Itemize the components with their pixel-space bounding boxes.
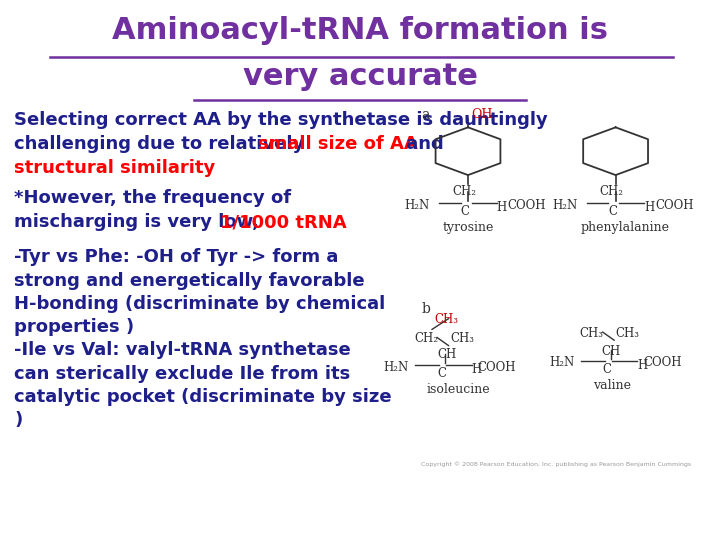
Text: -Tyr vs Phe: -OH of Tyr -> form a: -Tyr vs Phe: -OH of Tyr -> form a bbox=[14, 248, 339, 266]
Text: H: H bbox=[472, 363, 482, 376]
Text: CH₂: CH₂ bbox=[414, 332, 438, 345]
Text: H: H bbox=[644, 201, 654, 214]
Text: CH₃: CH₃ bbox=[450, 332, 474, 345]
Text: COOH: COOH bbox=[655, 199, 693, 212]
Text: OH: OH bbox=[472, 108, 493, 121]
Text: H₂N: H₂N bbox=[384, 361, 409, 374]
Text: 1/1000 tRNA: 1/1000 tRNA bbox=[220, 213, 346, 231]
Text: -Ile vs Val: valyl-tRNA synthetase: -Ile vs Val: valyl-tRNA synthetase bbox=[14, 341, 351, 359]
Text: C: C bbox=[437, 367, 446, 380]
Text: CH₃: CH₃ bbox=[434, 313, 458, 326]
Text: H₂N: H₂N bbox=[552, 199, 577, 212]
Text: and: and bbox=[400, 135, 444, 153]
Text: phenylalanine: phenylalanine bbox=[581, 221, 670, 234]
Text: small size of AA: small size of AA bbox=[258, 135, 418, 153]
Text: very accurate: very accurate bbox=[243, 62, 477, 91]
Text: COOH: COOH bbox=[477, 361, 516, 374]
Text: structural similarity: structural similarity bbox=[14, 159, 216, 177]
Text: H₂N: H₂N bbox=[549, 356, 575, 369]
Text: tyrosine: tyrosine bbox=[443, 221, 494, 234]
Text: a: a bbox=[421, 108, 430, 122]
Text: COOH: COOH bbox=[508, 199, 546, 212]
Text: Copyright © 2008 Pearson Education, Inc. publishing as Pearson Benjamin Cummings: Copyright © 2008 Pearson Education, Inc.… bbox=[421, 462, 691, 467]
Text: mischarging is very low,: mischarging is very low, bbox=[14, 213, 266, 231]
Text: properties ): properties ) bbox=[14, 318, 135, 336]
Text: CH₂: CH₂ bbox=[600, 185, 624, 198]
Text: challenging due to relatively: challenging due to relatively bbox=[14, 135, 311, 153]
Text: H: H bbox=[497, 201, 507, 214]
Text: C: C bbox=[603, 363, 612, 376]
Text: isoleucine: isoleucine bbox=[427, 383, 490, 396]
Text: CH₃: CH₃ bbox=[580, 327, 603, 340]
Text: *However, the frequency of: *However, the frequency of bbox=[14, 189, 292, 207]
Text: CH: CH bbox=[437, 348, 456, 361]
Text: strong and energetically favorable: strong and energetically favorable bbox=[14, 272, 365, 289]
Text: Selecting correct AA by the synthetase is dauntingly: Selecting correct AA by the synthetase i… bbox=[14, 111, 548, 129]
Text: can sterically exclude Ile from its: can sterically exclude Ile from its bbox=[14, 364, 351, 382]
Text: catalytic pocket (discriminate by size: catalytic pocket (discriminate by size bbox=[14, 388, 392, 406]
Text: C: C bbox=[461, 205, 470, 218]
Text: H-bonding (discriminate by chemical: H-bonding (discriminate by chemical bbox=[14, 295, 386, 313]
Text: COOH: COOH bbox=[643, 356, 681, 369]
Text: ): ) bbox=[14, 411, 22, 429]
Text: C: C bbox=[608, 205, 618, 218]
Text: H: H bbox=[637, 359, 647, 372]
Text: CH₃: CH₃ bbox=[616, 327, 639, 340]
Text: valine: valine bbox=[593, 379, 631, 392]
Text: b: b bbox=[421, 302, 430, 316]
Text: H₂N: H₂N bbox=[405, 199, 430, 212]
Text: Aminoacyl-tRNA formation is: Aminoacyl-tRNA formation is bbox=[112, 16, 608, 45]
Text: CH: CH bbox=[601, 345, 621, 357]
Text: CH₂: CH₂ bbox=[452, 185, 476, 198]
